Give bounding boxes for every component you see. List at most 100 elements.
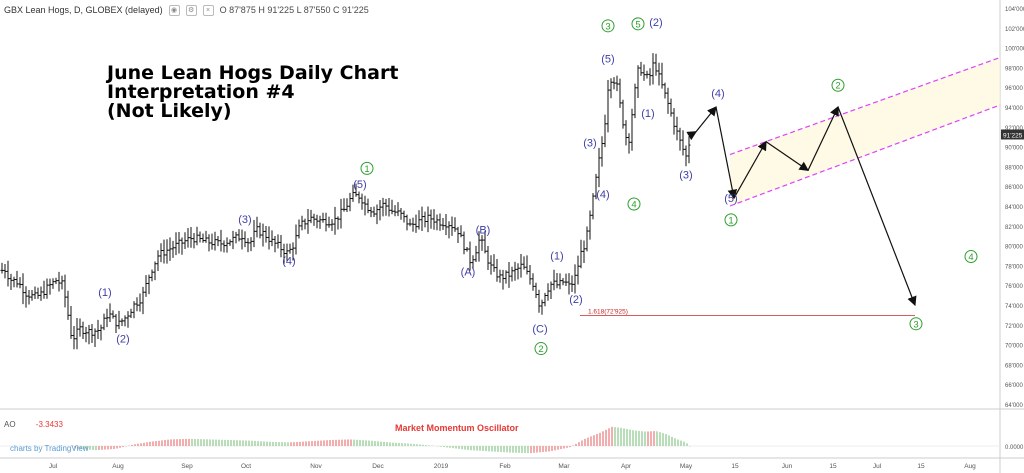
- minor-wave-label: (4): [711, 88, 724, 100]
- y-tick-label: 88'000: [1005, 165, 1023, 171]
- y-tick-label: 82'000: [1005, 225, 1023, 231]
- primary-wave-label: 1: [364, 164, 369, 175]
- primary-wave-circle: [631, 17, 645, 31]
- projection-arrow: [765, 141, 809, 172]
- primary-wave-circle: [964, 249, 978, 263]
- y-tick-label: 100'000: [1005, 47, 1024, 53]
- oscillator-legend: AO -3.3433: [4, 420, 63, 429]
- y-tick-label: 92'000: [1005, 126, 1023, 132]
- y-tick-label: 96'000: [1005, 86, 1023, 92]
- y-tick-label: 102'000: [1005, 27, 1024, 33]
- primary-wave-circle: [909, 317, 923, 331]
- ohlc-readout: O 87'875 H 91'225 L 87'550 C 91'225: [219, 5, 369, 15]
- minor-wave-label: (C): [532, 324, 547, 336]
- x-tick-label: Aug: [112, 463, 124, 470]
- x-tick-label: Dec: [372, 463, 384, 470]
- primary-wave-circle: [831, 78, 845, 92]
- primary-wave-circle: [627, 197, 641, 211]
- x-tick-label: Jul: [49, 463, 58, 470]
- channel-lower-line: [729, 104, 1001, 207]
- minor-wave-label: (2): [116, 334, 129, 346]
- minor-wave-label: (4): [282, 255, 295, 267]
- y-tick-label: 68'000: [1005, 363, 1023, 369]
- chart-title: June Lean Hogs Daily Chart Interpretatio…: [107, 62, 399, 122]
- tradingview-watermark: charts by TradingView: [10, 444, 89, 453]
- primary-wave-label: 2: [835, 81, 840, 92]
- x-tick-label: Mar: [558, 463, 570, 470]
- primary-wave-circle: [601, 19, 615, 33]
- primary-wave-label: 2: [538, 344, 543, 355]
- x-tick-label: 15: [829, 463, 837, 470]
- primary-wave-label: 5: [635, 19, 640, 30]
- y-tick-label: 64'000: [1005, 403, 1023, 409]
- projection-arrow: [715, 106, 738, 200]
- x-tick-label: 2019: [434, 463, 449, 470]
- y-tick-label: 70'000: [1005, 344, 1023, 350]
- primary-wave-circle: [360, 161, 374, 175]
- y-tick-label: 76'000: [1005, 284, 1023, 290]
- primary-wave-label: 4: [968, 252, 973, 263]
- x-tick-label: Aug: [964, 463, 976, 470]
- y-tick-label: 74'000: [1005, 304, 1023, 310]
- y-tick-label: 80'000: [1005, 245, 1023, 251]
- primary-wave-label: 3: [605, 21, 610, 32]
- chart-header: GBX Lean Hogs, D, GLOBEX (delayed) ◉ ⚙ ×…: [0, 0, 1004, 20]
- x-tick-label: Jul: [873, 463, 882, 470]
- minor-wave-label: (1): [550, 250, 563, 262]
- primary-wave-circle: [724, 213, 738, 227]
- x-tick-label: Sep: [181, 463, 193, 470]
- projection-arrow: [733, 140, 767, 199]
- fib-level-label: 1.618(72'925): [588, 309, 628, 316]
- projection-arrow: [807, 105, 839, 171]
- minor-wave-label: (2): [569, 294, 582, 306]
- x-tick-label: Oct: [241, 463, 251, 470]
- minor-wave-label: (3): [679, 169, 692, 181]
- symbol-label[interactable]: GBX Lean Hogs, D, GLOBEX (delayed): [4, 5, 163, 15]
- minor-wave-label: (4): [596, 189, 609, 201]
- settings-icon[interactable]: ⚙: [185, 4, 197, 16]
- y-tick-label: 72'000: [1005, 324, 1023, 330]
- y-tick-label: 86'000: [1005, 185, 1023, 191]
- y-tick-label: 104'000: [1005, 7, 1024, 13]
- x-tick-label: Apr: [621, 463, 632, 470]
- x-tick-label: Feb: [499, 463, 511, 470]
- y-tick-label: 84'000: [1005, 205, 1023, 211]
- x-tick-label: Jun: [782, 463, 793, 470]
- minor-wave-label: (B): [476, 225, 491, 237]
- primary-wave-label: 4: [631, 200, 636, 211]
- channel-fill: [730, 57, 1000, 206]
- close-icon[interactable]: ×: [202, 4, 214, 16]
- primary-wave-label: 3: [913, 319, 918, 330]
- x-tick-label: May: [680, 463, 693, 470]
- minor-wave-label: (3): [583, 138, 596, 150]
- y-tick-label: 66'000: [1005, 383, 1023, 389]
- y-tick-label: 90'000: [1005, 146, 1023, 152]
- projection-arrow: [686, 131, 698, 141]
- primary-wave-label: 1: [728, 215, 733, 226]
- y-tick-label: 78'000: [1005, 264, 1023, 270]
- minor-wave-label: (3): [238, 214, 251, 226]
- eye-icon[interactable]: ◉: [168, 4, 180, 16]
- y-tick-label: 94'000: [1005, 106, 1023, 112]
- minor-wave-label: (1): [98, 287, 111, 299]
- minor-wave-label: (5): [601, 53, 614, 65]
- minor-wave-label: (5): [353, 179, 366, 191]
- primary-wave-circle: [534, 342, 548, 356]
- minor-wave-label: (5): [724, 193, 737, 205]
- projection-arrow: [837, 106, 917, 307]
- oscillator-name: AO: [4, 420, 16, 429]
- x-tick-label: Nov: [310, 463, 322, 470]
- minor-wave-label: (1): [641, 108, 654, 120]
- x-tick-label: 15: [731, 463, 739, 470]
- last-price-label: 91'225: [1003, 132, 1023, 139]
- oscillator-title: Market Momentum Oscillator: [395, 423, 519, 433]
- minor-wave-label: (2): [649, 17, 662, 29]
- projection-arrow: [695, 106, 717, 133]
- oscillator-zero-label: 0.0000: [1005, 445, 1024, 451]
- minor-wave-label: (A): [461, 266, 476, 278]
- y-tick-label: 98'000: [1005, 66, 1023, 72]
- x-tick-label: 15: [917, 463, 925, 470]
- oscillator-value: -3.3433: [35, 420, 63, 429]
- last-price-tag: [1001, 129, 1024, 140]
